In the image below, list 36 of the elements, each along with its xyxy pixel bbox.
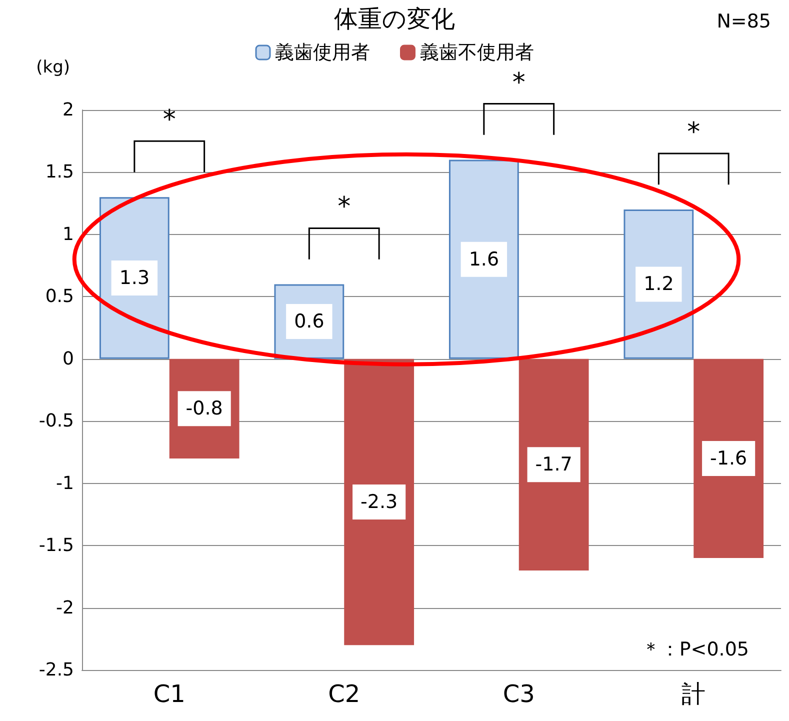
annotation: *	[162, 105, 176, 136]
data-label: 0.6	[294, 310, 324, 333]
y-tick-label: 0	[62, 348, 74, 370]
x-tick-label: C1	[153, 680, 186, 708]
y-tick-label: -2.5	[38, 660, 74, 680]
text: N=85	[716, 10, 772, 32]
y-tick-label: 2	[62, 100, 74, 120]
x-tick-label: 計	[682, 680, 706, 708]
y-tick-label: 1.5	[45, 162, 74, 183]
y-axis-title: (kg)	[36, 58, 70, 78]
x-tick-label: C3	[502, 680, 535, 708]
text: *	[512, 68, 526, 98]
x-tick-label: C2	[328, 680, 360, 708]
y-tick-label: -1.5	[38, 535, 74, 556]
annotation: *	[687, 118, 700, 148]
annotation: *	[338, 192, 351, 222]
y-tick-label: -2	[56, 597, 74, 618]
data-label: -0.8	[186, 398, 223, 420]
y-tick-label: 1	[62, 224, 74, 245]
bar	[448, 160, 519, 359]
annotation: ＊：P<0.05	[641, 638, 750, 660]
y-tick-label: -1	[56, 472, 74, 494]
data-label: -1.6	[710, 447, 748, 470]
y-tick-label: -0.5	[38, 410, 74, 432]
y-tick-label: 0.5	[45, 286, 74, 308]
data-label: 1.2	[644, 273, 674, 296]
bar	[344, 358, 414, 646]
legend-label: 義歯不使用者	[420, 42, 534, 64]
data-label: 1.6	[468, 248, 500, 270]
chart-title: 体重の変化	[334, 5, 455, 33]
bar	[518, 358, 589, 570]
legend-label: 義歯使用者	[275, 42, 370, 64]
bar	[694, 358, 764, 558]
data-label: -2.3	[360, 491, 398, 513]
data-label: 1.3	[119, 267, 150, 289]
data-label: -1.7	[535, 454, 572, 476]
